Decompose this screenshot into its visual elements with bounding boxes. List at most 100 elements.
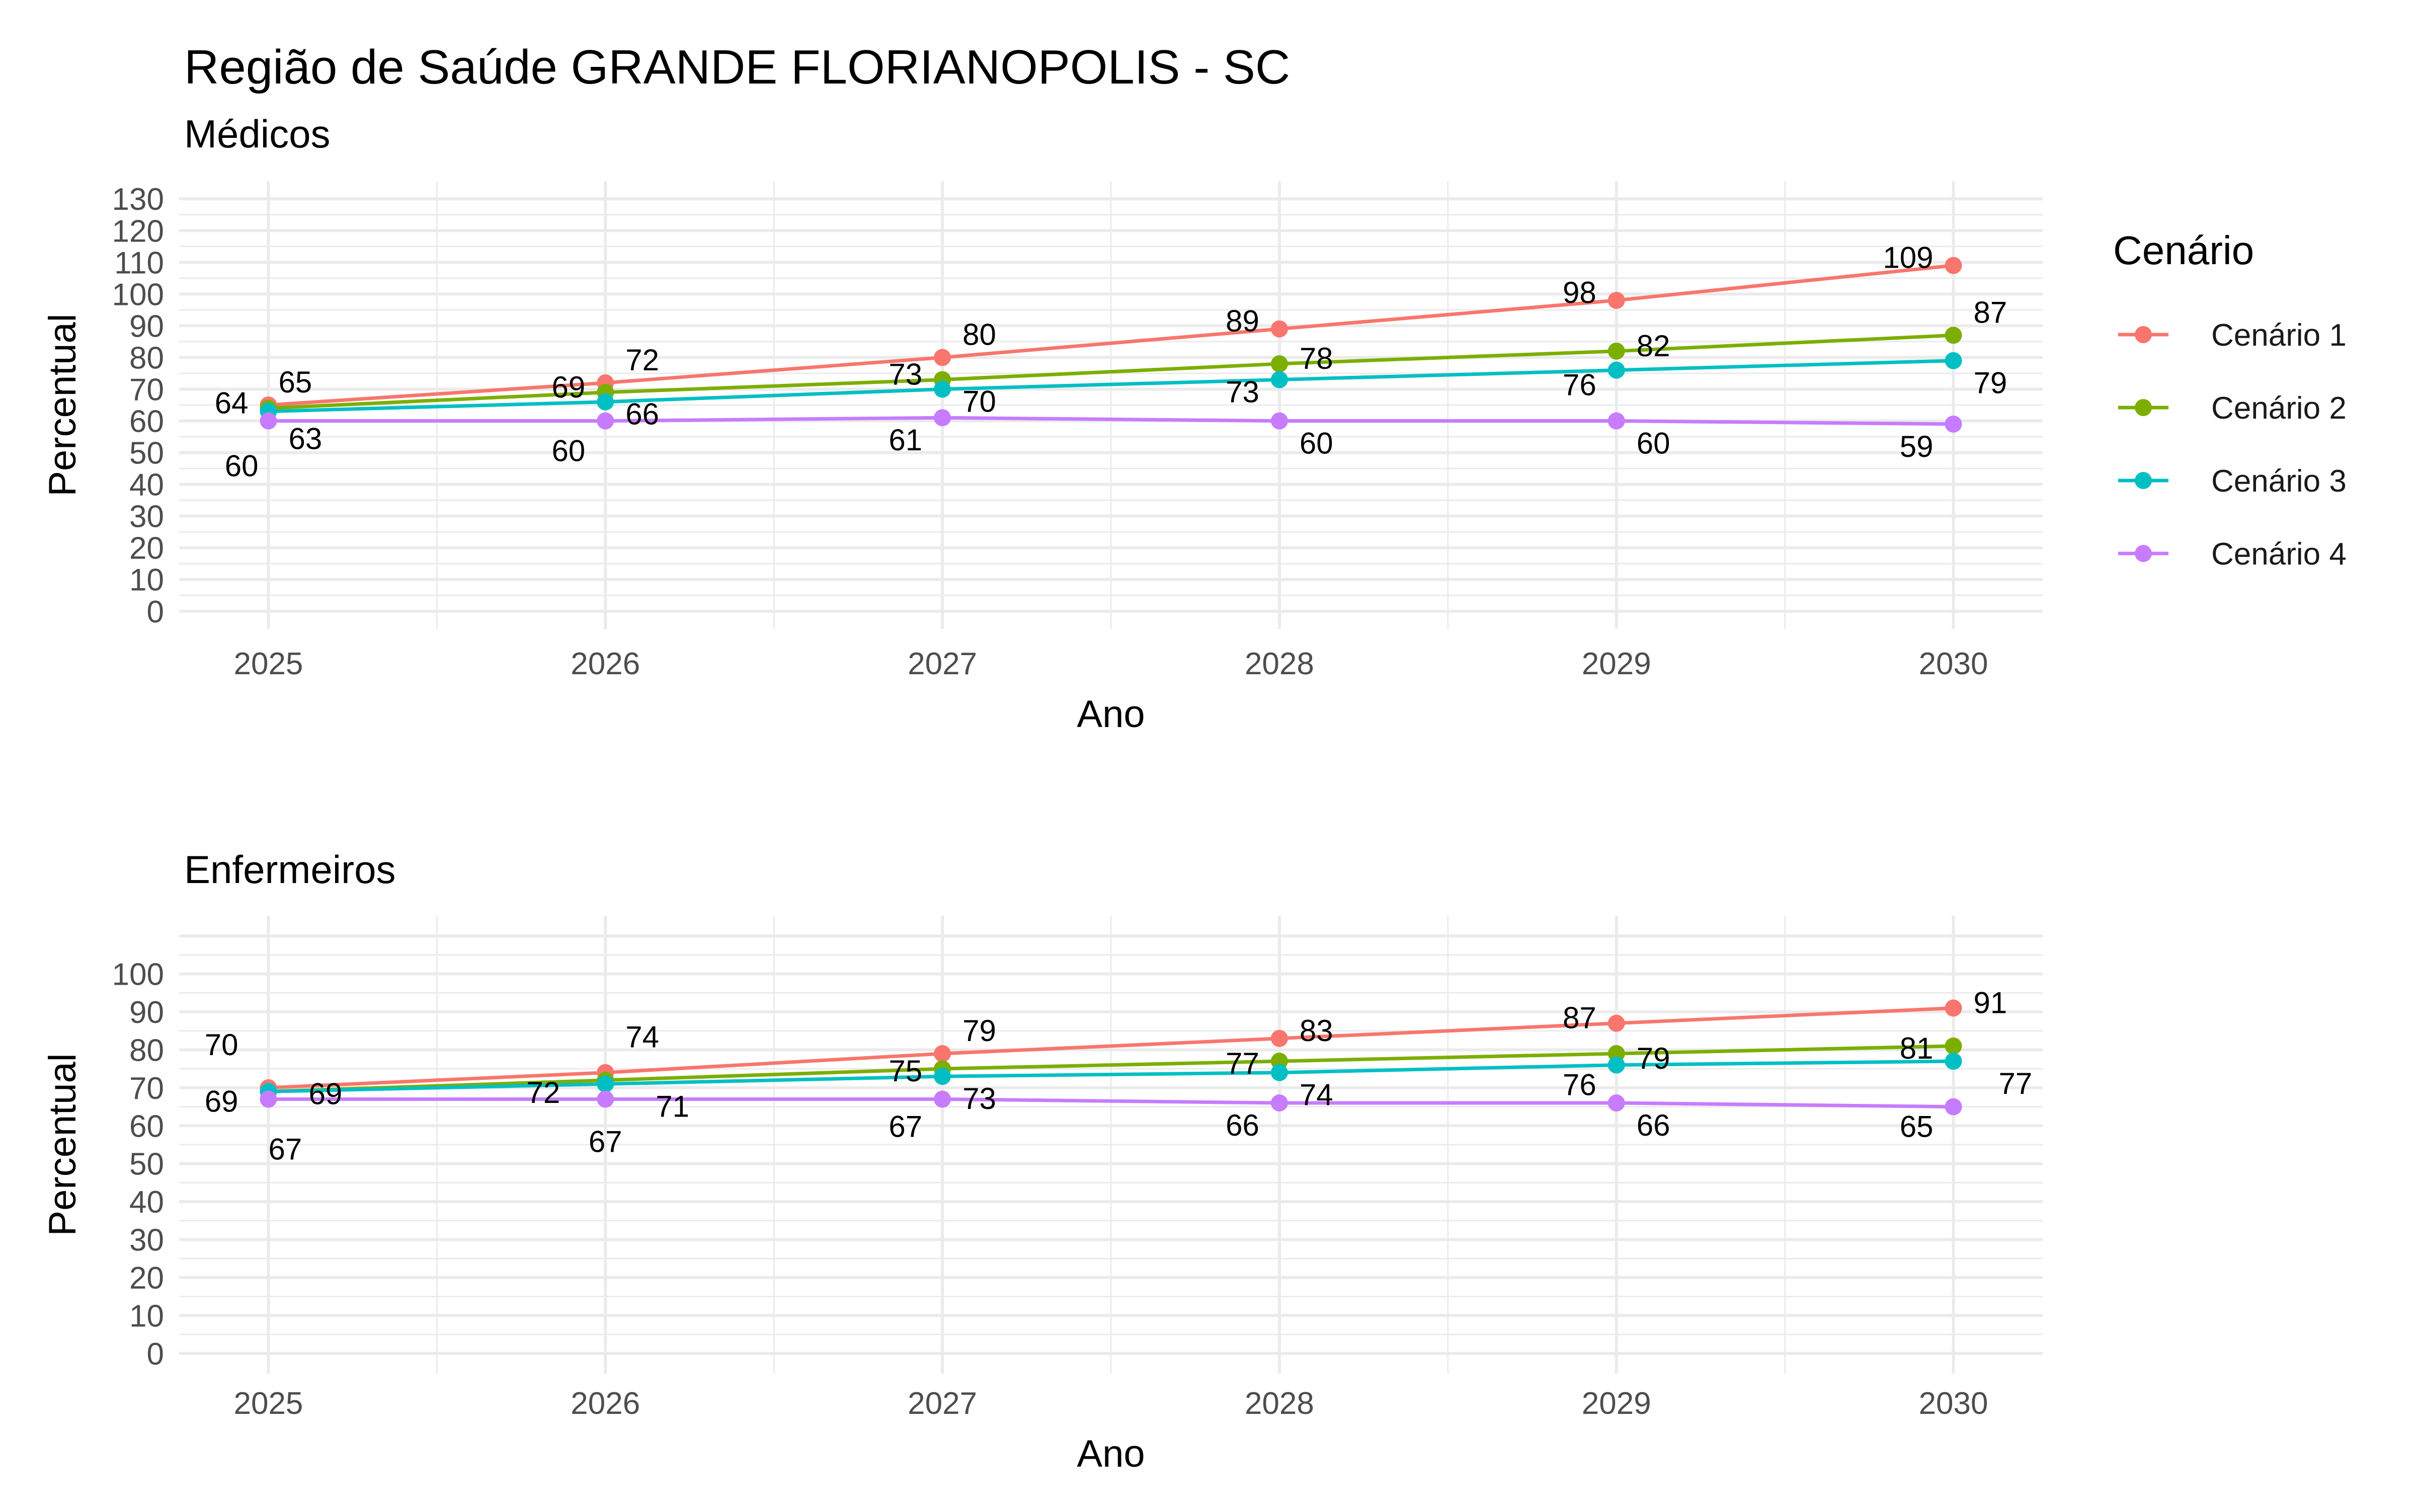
data-label: 61 (889, 423, 922, 457)
data-label: 78 (1300, 342, 1333, 375)
x-tick-label: 2027 (908, 647, 977, 681)
data-point (1945, 1037, 1962, 1055)
data-label: 63 (288, 422, 322, 456)
y-tick-label: 10 (129, 563, 164, 598)
y-tick-label: 30 (129, 500, 164, 534)
data-label: 60 (552, 434, 586, 468)
x-tick-label: 2030 (1919, 1386, 1988, 1421)
data-label: 67 (268, 1132, 302, 1166)
legend-label: Cenário 2 (2211, 391, 2347, 426)
x-tick-label: 2025 (233, 1386, 303, 1421)
legend-item: Cenário 1 (2118, 318, 2347, 353)
legend-label: Cenário 1 (2211, 318, 2347, 353)
legend-title: Cenário (2113, 228, 2254, 273)
legend-label: Cenário 4 (2211, 537, 2347, 572)
data-label: 77 (1226, 1047, 1259, 1080)
x-tick-label: 2028 (1245, 647, 1314, 681)
data-point (1945, 352, 1962, 369)
series-line (268, 333, 1954, 410)
y-tick-label: 80 (129, 1033, 164, 1068)
data-label: 87 (1563, 1001, 1596, 1035)
data-point (597, 1075, 614, 1093)
series-line (268, 264, 1954, 407)
x-tick-label: 2029 (1582, 1386, 1651, 1421)
x-tick-label: 2027 (908, 1386, 977, 1421)
data-point (1270, 355, 1288, 373)
y-tick-label: 70 (129, 1071, 164, 1106)
series-line (268, 1059, 1954, 1093)
y-tick-label: 10 (129, 1299, 164, 1333)
y-tick-label: 50 (129, 436, 164, 471)
data-point (597, 393, 614, 411)
series-line (268, 1006, 1954, 1090)
y-tick-label: 100 (112, 277, 164, 312)
chart-title: Região de Saúde GRANDE FLORIANOPOLIS - S… (184, 40, 1290, 94)
y-tick-label: 20 (129, 1261, 164, 1296)
panel-1: Médicos010203040506070809010011012013020… (41, 112, 2043, 736)
y-axis-title: Percentual (41, 1053, 84, 1236)
data-point (1945, 257, 1962, 274)
data-label: 70 (205, 1028, 238, 1062)
data-point (1607, 1014, 1625, 1032)
x-tick-label: 2029 (1582, 647, 1651, 681)
data-label: 91 (1974, 986, 2007, 1019)
data-label: 79 (1637, 1042, 1670, 1075)
data-point (1607, 1056, 1625, 1074)
legend-key-point (2135, 545, 2152, 562)
y-tick-label: 130 (112, 182, 164, 217)
series-line (268, 1097, 1954, 1109)
data-point (1270, 1094, 1288, 1112)
data-label: 73 (889, 358, 922, 391)
panel-subtitle: Médicos (184, 112, 330, 156)
series-line (268, 1044, 1954, 1093)
data-point (1945, 1053, 1962, 1070)
data-point (1270, 412, 1288, 430)
data-label: 69 (308, 1077, 342, 1110)
legend-key-point (2135, 472, 2152, 489)
data-label: 71 (656, 1089, 689, 1123)
y-tick-label: 40 (129, 1185, 164, 1220)
data-label: 60 (1637, 427, 1670, 460)
data-label: 89 (1226, 304, 1259, 338)
x-tick-label: 2026 (571, 647, 640, 681)
legend-key-point (2135, 326, 2152, 343)
data-label: 66 (625, 397, 659, 431)
data-label: 81 (1900, 1031, 1934, 1065)
data-label: 60 (1300, 427, 1333, 460)
data-label: 73 (962, 1082, 996, 1116)
data-label: 109 (1883, 241, 1933, 275)
y-tick-label: 90 (129, 995, 164, 1030)
data-point (597, 1090, 614, 1108)
data-label: 70 (962, 384, 996, 418)
data-point (1945, 415, 1962, 433)
x-tick-label: 2026 (571, 1386, 640, 1421)
data-label: 77 (1999, 1067, 2033, 1100)
data-label: 87 (1974, 295, 2007, 329)
panels: Médicos010203040506070809010011012013020… (41, 112, 2043, 1475)
data-label: 74 (625, 1020, 659, 1054)
data-point (934, 1068, 951, 1085)
data-point (260, 412, 277, 430)
x-axis-title: Ano (1077, 693, 1145, 736)
data-label: 69 (205, 1084, 238, 1118)
y-tick-label: 100 (112, 958, 164, 992)
data-point (1607, 1094, 1625, 1112)
data-point (934, 349, 951, 366)
y-tick-label: 60 (129, 1109, 164, 1144)
legend-key-point (2135, 399, 2152, 416)
data-label: 98 (1563, 276, 1596, 309)
data-label: 73 (1226, 375, 1259, 409)
data-label: 64 (215, 386, 249, 420)
data-point (1607, 291, 1625, 309)
y-tick-label: 0 (147, 1337, 164, 1372)
x-tick-label: 2028 (1245, 1386, 1314, 1421)
data-label: 59 (1900, 430, 1934, 463)
data-point (1607, 342, 1625, 360)
data-label: 66 (1226, 1108, 1259, 1142)
y-tick-label: 120 (112, 214, 164, 249)
data-point (1270, 1029, 1288, 1047)
data-point (1607, 412, 1625, 430)
data-point (1607, 361, 1625, 379)
y-tick-label: 0 (147, 595, 164, 629)
